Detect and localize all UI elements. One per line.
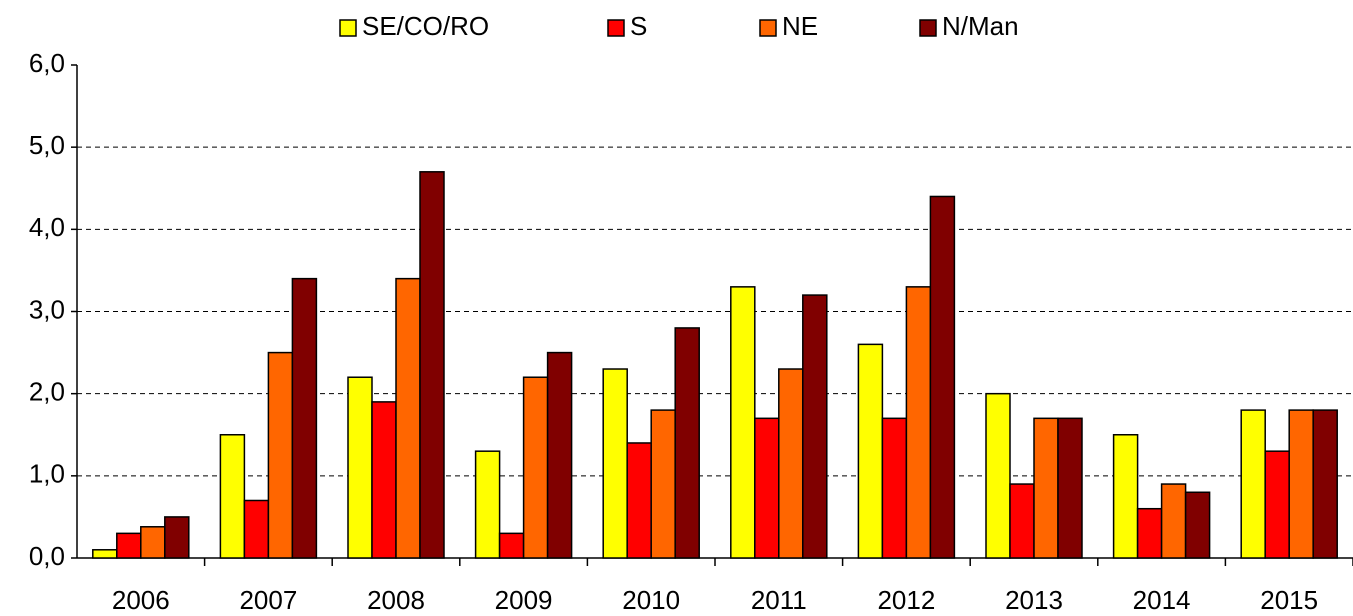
legend-swatch: [759, 19, 777, 37]
x-tick-label: 2011: [751, 585, 807, 615]
bar: [164, 516, 190, 559]
y-tick-label: 3,0: [29, 294, 65, 324]
legend-label: NE: [782, 11, 818, 41]
x-tick-label: 2009: [495, 585, 553, 615]
bar: [116, 532, 142, 559]
x-tick-label: 2006: [112, 585, 170, 615]
bar: [730, 286, 756, 559]
bar: [929, 195, 956, 559]
bar: [291, 277, 318, 559]
legend-label: S: [630, 11, 647, 41]
bar: [243, 499, 270, 559]
bar: [1009, 483, 1035, 559]
y-tick-label: 4,0: [29, 212, 65, 242]
x-tick-label: 2008: [367, 585, 425, 615]
bar: [650, 409, 676, 559]
y-tick-label: 2,0: [29, 377, 65, 407]
bar: [602, 368, 628, 559]
bar: [626, 442, 652, 559]
bar: [1160, 483, 1187, 559]
legend-label: N/Man: [942, 11, 1019, 41]
x-tick-label: 2014: [1133, 585, 1191, 615]
y-tick-label: 1,0: [29, 459, 65, 489]
bar: [1312, 409, 1338, 559]
bar: [1264, 450, 1290, 559]
x-tick-label: 2012: [877, 585, 935, 615]
y-tick-label: 6,0: [29, 48, 65, 78]
bar: [371, 401, 397, 559]
bar: [140, 526, 166, 559]
x-tick-label: 2013: [1005, 585, 1063, 615]
bar: [267, 351, 294, 559]
bar: [498, 532, 525, 559]
bar: [1033, 417, 1059, 559]
bar: [985, 392, 1011, 559]
legend-swatch: [919, 19, 937, 37]
x-tick-label: 2015: [1260, 585, 1318, 615]
bar: [857, 343, 884, 559]
y-tick-label: 0,0: [29, 541, 65, 571]
x-tick-label: 2007: [239, 585, 297, 615]
legend-swatch: [607, 19, 625, 37]
bar: [1240, 409, 1266, 559]
bar: [1057, 417, 1083, 559]
bar: [754, 417, 780, 559]
bar: [474, 450, 501, 559]
bar: [1112, 434, 1139, 559]
bar: [881, 417, 908, 559]
y-tick-label: 5,0: [29, 130, 65, 160]
bar: [347, 376, 373, 559]
bar: [419, 171, 445, 559]
bar: [802, 294, 828, 559]
bar: [674, 327, 700, 559]
bar: [546, 351, 573, 559]
bar: [778, 368, 804, 559]
legend-label: SE/CO/RO: [362, 11, 489, 41]
bar: [905, 286, 932, 559]
legend-swatch: [339, 19, 357, 37]
bar: [522, 376, 549, 559]
bar: [219, 434, 246, 559]
bar: [1184, 491, 1211, 559]
bar: [1288, 409, 1314, 559]
bar: [395, 277, 421, 559]
x-tick-label: 2010: [622, 585, 680, 615]
bar: [92, 549, 118, 559]
bar: [1136, 507, 1163, 559]
